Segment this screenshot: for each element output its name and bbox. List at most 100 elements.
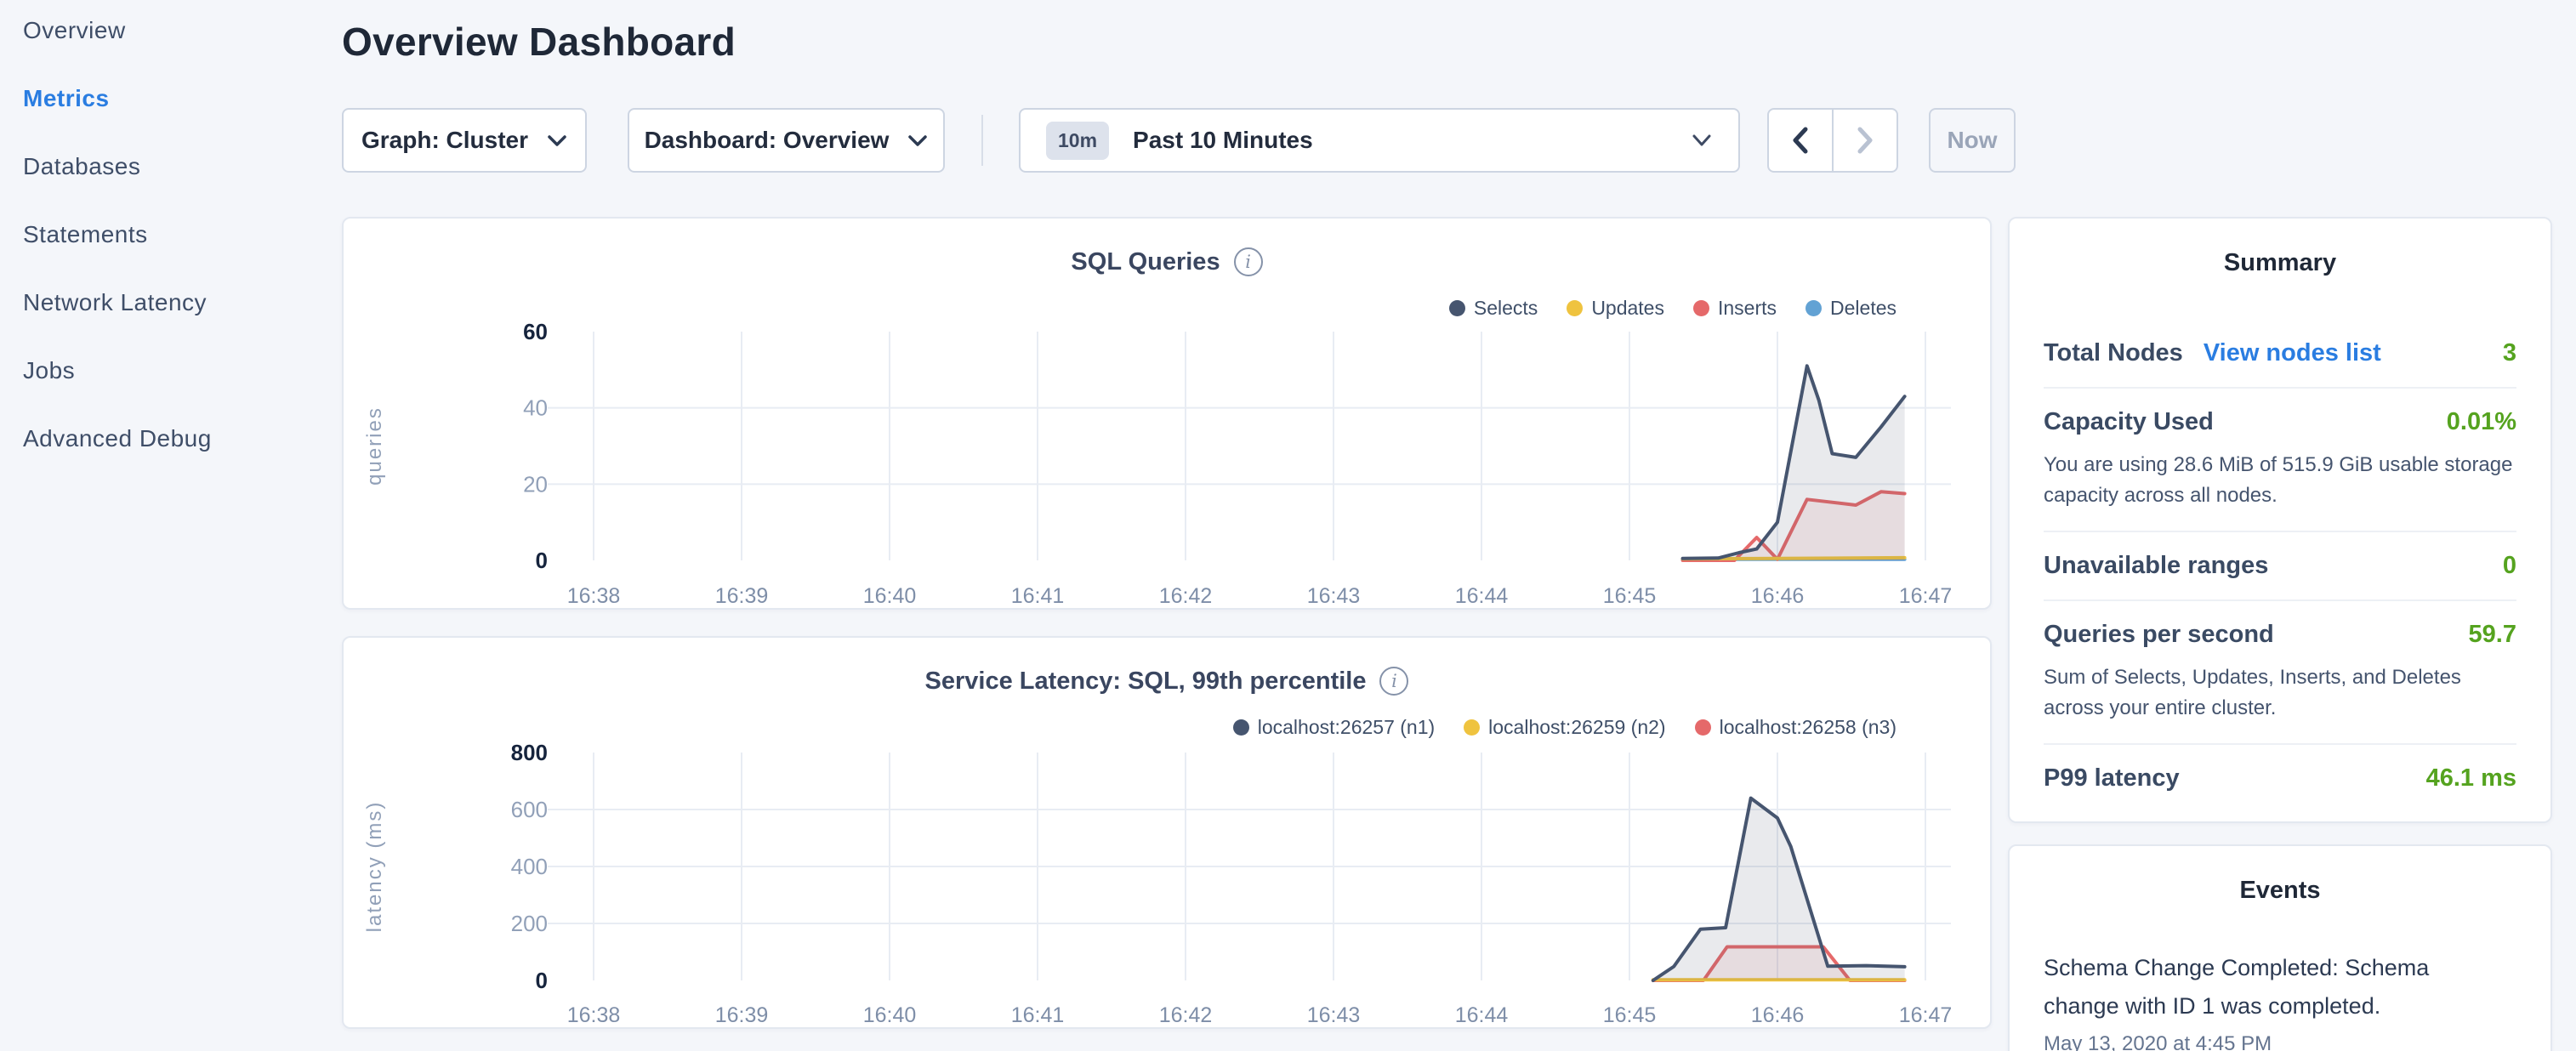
svg-text:16:38: 16:38 xyxy=(567,1003,621,1027)
time-range-picker[interactable]: 10m Past 10 Minutes xyxy=(1019,108,1740,173)
svg-text:16:43: 16:43 xyxy=(1307,584,1361,608)
sidebar-item-advanced-debug[interactable]: Advanced Debug xyxy=(23,425,212,452)
legend-label: Updates xyxy=(1591,297,1664,319)
legend-item: localhost:26259 (n2) xyxy=(1464,716,1666,739)
legend-item: Deletes xyxy=(1805,297,1896,320)
legend-item: Inserts xyxy=(1692,297,1777,320)
dashboard-dropdown[interactable]: Dashboard: Overview xyxy=(628,108,945,173)
svg-text:16:39: 16:39 xyxy=(715,1003,769,1027)
sidebar-item-network-latency[interactable]: Network Latency xyxy=(23,289,208,315)
sidebar-item-statements[interactable]: Statements xyxy=(23,221,148,247)
view-nodes-list-link[interactable]: View nodes list xyxy=(2203,339,2381,366)
toolbar-divider xyxy=(981,115,983,166)
svg-text:16:44: 16:44 xyxy=(1455,1003,1509,1027)
time-range-label: Past 10 Minutes xyxy=(1133,127,1313,153)
svg-text:40: 40 xyxy=(523,395,548,421)
chart-title: Service Latency: SQL, 99th percentile xyxy=(924,667,1367,695)
info-icon[interactable]: i xyxy=(1379,667,1409,696)
sidebar-item-overview[interactable]: Overview xyxy=(23,17,126,43)
svg-text:0: 0 xyxy=(536,548,548,573)
sidebar-item-jobs[interactable]: Jobs xyxy=(23,357,76,383)
now-button-label: Now xyxy=(1947,127,1998,153)
chevron-down-icon xyxy=(908,134,928,146)
legend-dot-icon xyxy=(1448,300,1465,316)
legend-dot-icon xyxy=(1464,719,1481,736)
summary-row-value: 59.7 xyxy=(2468,621,2516,648)
svg-text:16:42: 16:42 xyxy=(1159,1003,1213,1027)
time-range-step-group xyxy=(1767,108,1898,173)
time-range-badge: 10m xyxy=(1046,121,1110,160)
graph-source-dropdown[interactable]: Graph: Cluster xyxy=(342,108,587,173)
svg-text:queries: queries xyxy=(363,406,386,486)
svg-text:800: 800 xyxy=(511,740,548,765)
service-latency-chart-panel: Service Latency: SQL, 99th percentile i … xyxy=(342,636,1992,1029)
event-text: Schema Change Completed: Schema change w… xyxy=(2044,955,2430,1019)
summary-rows: Total Nodes View nodes list 3 Capacity Used… xyxy=(2044,320,2516,812)
legend-label: Selects xyxy=(1473,297,1538,319)
svg-text:16:47: 16:47 xyxy=(1899,584,1953,608)
event-timestamp: May 13, 2020 at 4:45 PM xyxy=(2044,1032,2272,1051)
summary-row: Queries per second 59.7 Sum of Selects, Up… xyxy=(2044,599,2516,743)
svg-text:16:38: 16:38 xyxy=(567,584,621,608)
chevron-down-icon xyxy=(1692,134,1711,146)
summary-row-note: You are using 28.6 MiB of 515.9 GiB usab… xyxy=(2044,453,2513,507)
svg-text:16:39: 16:39 xyxy=(715,584,769,608)
legend-label: localhost:26259 (n2) xyxy=(1488,716,1666,738)
legend-dot-icon xyxy=(1805,300,1823,316)
legend-label: localhost:26257 (n1) xyxy=(1257,716,1436,738)
svg-text:16:40: 16:40 xyxy=(863,584,917,608)
summary-row-value: 3 xyxy=(2502,339,2516,366)
summary-row: Total Nodes View nodes list 3 xyxy=(2044,320,2516,387)
page-title: Overview Dashboard xyxy=(342,20,736,64)
summary-row-label: P99 latency xyxy=(2044,764,2180,792)
time-range-back-button[interactable] xyxy=(1769,110,1832,171)
summary-title: Summary xyxy=(2223,249,2337,276)
sidebar-item-metrics[interactable]: Metrics xyxy=(23,85,110,111)
sql-queries-chart-panel: SQL Queries i Selects Updates Inserts Delet… xyxy=(342,217,1992,610)
events-panel: Events Schema Change Completed: Schema c… xyxy=(2008,844,2552,1051)
chart-legend: Selects Updates Inserts Deletes xyxy=(1448,297,1896,320)
svg-text:16:41: 16:41 xyxy=(1011,1003,1065,1027)
svg-text:latency (ms): latency (ms) xyxy=(363,801,386,933)
summary-row-label: Capacity Used xyxy=(2044,408,2214,435)
summary-panel: Summary Total Nodes View nodes list 3 Capac… xyxy=(2008,217,2552,823)
legend-item: localhost:26257 (n1) xyxy=(1232,716,1436,739)
chart-legend: localhost:26257 (n1) localhost:26259 (n2)… xyxy=(1232,716,1896,739)
dashboard-label: Dashboard: Overview xyxy=(644,127,890,153)
summary-row-label: Unavailable ranges xyxy=(2044,552,2269,579)
svg-text:16:41: 16:41 xyxy=(1011,584,1065,608)
svg-text:60: 60 xyxy=(523,319,548,344)
legend-label: Deletes xyxy=(1830,297,1896,319)
svg-text:16:42: 16:42 xyxy=(1159,584,1213,608)
graph-source-label: Graph: Cluster xyxy=(361,127,529,153)
time-range-forward-button[interactable] xyxy=(1832,110,1896,171)
summary-row-note: Sum of Selects, Updates, Inserts, and De… xyxy=(2044,666,2461,719)
sidebar-item-databases[interactable]: Databases xyxy=(23,153,141,179)
sidebar-nav: Overview Metrics Databases Statements Networ… xyxy=(23,17,304,493)
svg-text:600: 600 xyxy=(511,797,548,822)
legend-label: Inserts xyxy=(1717,297,1777,319)
legend-dot-icon xyxy=(1232,719,1249,736)
event-list-item: Schema Change Completed: Schema change w… xyxy=(2044,949,2469,1051)
svg-text:16:45: 16:45 xyxy=(1603,584,1657,608)
svg-text:0: 0 xyxy=(536,968,548,993)
events-list: Schema Change Completed: Schema change w… xyxy=(2044,949,2516,1051)
summary-row-label: Queries per second xyxy=(2044,621,2274,648)
legend-item: localhost:26258 (n3) xyxy=(1694,716,1896,739)
summary-row-value: 0.01% xyxy=(2446,408,2516,435)
summary-row-label: Total Nodes xyxy=(2044,339,2183,366)
summary-row: Capacity Used 0.01% You are using 28.6 MiB… xyxy=(2044,387,2516,531)
legend-dot-icon xyxy=(1694,719,1711,736)
legend-dot-icon xyxy=(1692,300,1709,316)
chevron-left-icon xyxy=(1793,127,1808,154)
now-button[interactable]: Now xyxy=(1929,108,2016,173)
svg-text:16:45: 16:45 xyxy=(1603,1003,1657,1027)
svg-text:16:46: 16:46 xyxy=(1751,1003,1805,1027)
chevron-right-icon xyxy=(1857,127,1873,154)
info-icon[interactable]: i xyxy=(1233,247,1263,276)
legend-label: localhost:26258 (n3) xyxy=(1719,716,1896,738)
summary-row-value: 0 xyxy=(2502,552,2516,579)
svg-text:16:43: 16:43 xyxy=(1307,1003,1361,1027)
svg-text:16:47: 16:47 xyxy=(1899,1003,1953,1027)
summary-row: Unavailable ranges 0 xyxy=(2044,531,2516,599)
